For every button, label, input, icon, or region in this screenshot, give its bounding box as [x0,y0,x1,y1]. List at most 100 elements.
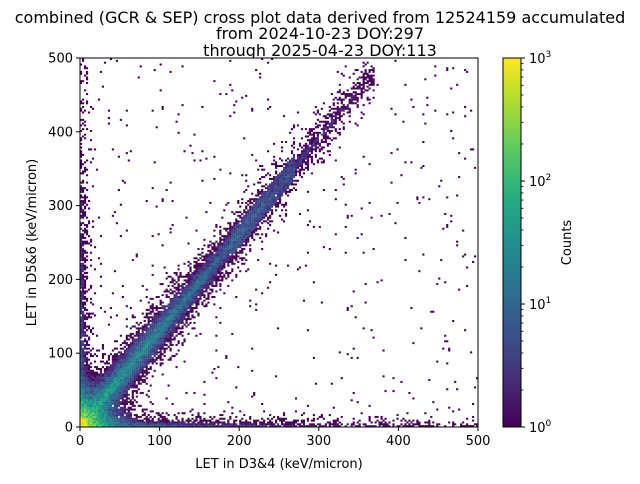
heatmap-cell [129,379,132,382]
heatmap-cell [338,91,341,94]
heatmap-cell [125,423,128,426]
heatmap-cell [85,412,89,415]
heatmap-cell [149,336,152,339]
heatmap-cell [151,421,154,424]
heatmap-cell [330,107,333,110]
heatmap-cell [139,391,142,394]
heatmap-cell [97,404,101,407]
heatmap-cell [111,384,114,387]
heatmap-cell [173,355,176,358]
heatmap-cell [81,386,85,389]
heatmap-cell [346,423,349,426]
heatmap-cell [97,403,101,406]
heatmap-cell [151,358,154,361]
heatmap-cell [282,190,286,193]
heatmap-cell [352,347,355,350]
heatmap-cell [237,220,240,223]
heatmap-cell [247,423,250,426]
heatmap-cell [330,113,333,116]
heatmap-cell [127,351,130,354]
heatmap-cell [87,235,91,238]
heatmap-cell [245,229,248,232]
heatmap-cell [137,338,140,341]
heatmap-cell [350,356,353,359]
heatmap-cell [147,316,150,319]
heatmap-cell [219,270,222,273]
heatmap-cell [99,423,103,426]
heatmap-cell [239,249,242,252]
heatmap-cell [326,144,329,147]
heatmap-cell [81,248,85,251]
heatmap-cell [111,148,114,151]
heatmap-cell [225,355,228,358]
heatmap-cell [400,174,403,177]
heatmap-cell [87,343,91,346]
heatmap-cell [125,371,128,374]
heatmap-cell [205,419,208,422]
heatmap-cell [300,150,304,153]
heatmap-cell [286,161,290,164]
heatmap-cell [153,307,156,310]
heatmap-cell [378,423,381,426]
heatmap-cell [85,391,89,394]
heatmap-cell [165,327,168,330]
heatmap-cell [81,284,85,287]
heatmap-cell [267,211,270,214]
heatmap-cell [113,375,116,378]
heatmap-cell [87,419,91,422]
heatmap-cell [80,251,83,254]
heatmap-cell [123,423,126,426]
heatmap-cell [292,153,296,156]
heatmap-cell [219,266,222,269]
heatmap-cell [80,284,83,287]
heatmap-cell [448,421,451,424]
heatmap-cell [125,393,128,396]
heatmap-cell [207,272,210,275]
heatmap-cell [101,397,105,400]
heatmap-cell [340,415,343,418]
heatmap-cell [95,404,99,407]
heatmap-cell [241,240,244,243]
heatmap-cell [442,347,445,350]
heatmap-cell [231,268,234,271]
heatmap-cell [185,319,188,322]
heatmap-cell [241,233,244,236]
heatmap-cell [95,382,99,385]
heatmap-cell [105,406,109,409]
heatmap-cell [145,308,148,311]
heatmap-cell [80,319,83,322]
heatmap-cell [273,198,276,201]
heatmap-cell [141,358,144,361]
heatmap-cell [237,236,240,239]
heatmap-cell [123,419,126,422]
heatmap-cell [211,253,214,256]
heatmap-cell [354,69,357,72]
heatmap-cell [346,107,349,110]
heatmap-cell [135,327,138,330]
heatmap-cell [135,355,138,358]
heatmap-cell [195,268,198,271]
heatmap-cell [131,397,134,400]
heatmap-cell [424,78,427,81]
heatmap-cell [129,377,132,380]
heatmap-cell [99,419,103,422]
heatmap-cell [306,135,309,138]
heatmap-cell [81,303,85,306]
heatmap-cell [139,404,142,407]
heatmap-cell [354,83,357,86]
heatmap-cell [213,80,216,83]
heatmap-cell [83,397,87,400]
heatmap-cell [418,425,421,427]
heatmap-cell [300,165,304,168]
heatmap-cell [195,260,198,263]
heatmap-cell [159,283,162,286]
heatmap-cell [89,371,93,374]
heatmap-cell [304,166,308,169]
heatmap-cell [275,264,278,267]
heatmap-cell [332,406,335,409]
heatmap-cell [269,105,272,108]
heatmap-cell [326,135,329,138]
heatmap-cell [175,353,178,356]
heatmap-cell [410,425,413,427]
heatmap-cell [356,401,359,404]
